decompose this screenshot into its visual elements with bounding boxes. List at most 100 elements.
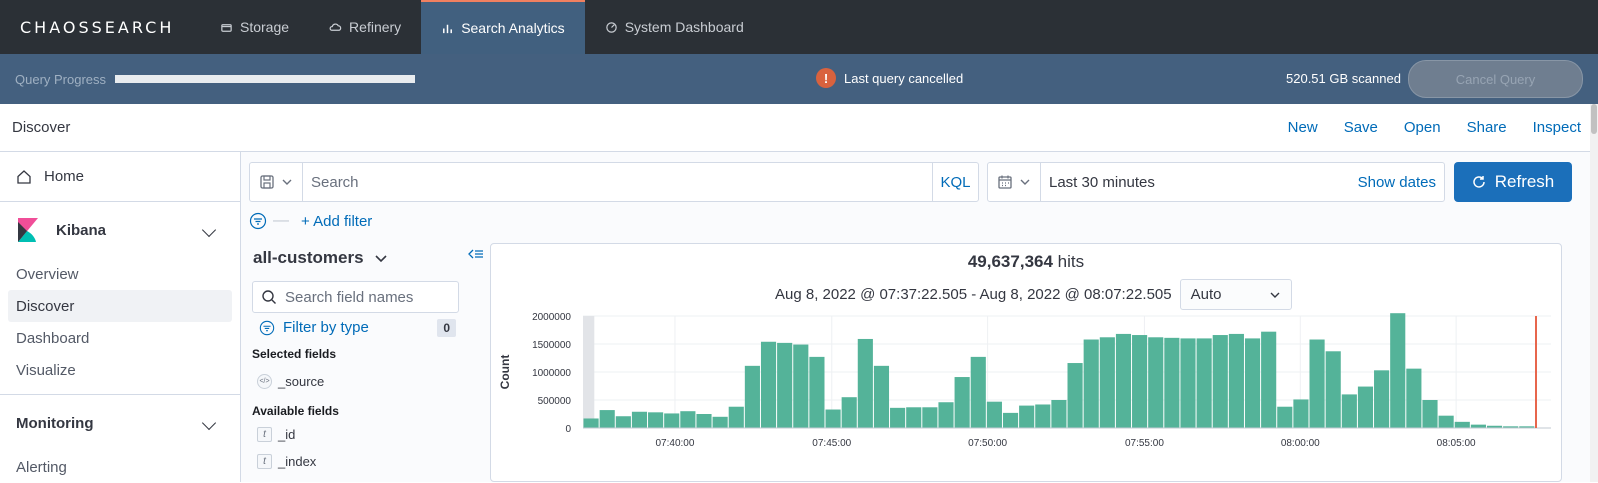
sidebar-item-discover[interactable]: Discover	[8, 290, 232, 322]
query-language-button[interactable]: KQL	[932, 163, 978, 201]
dashboard-icon	[605, 21, 617, 33]
storage-icon	[221, 23, 232, 32]
query-progress-label: Query Progress	[15, 71, 107, 87]
date-picker: Last 30 minutes Show dates	[987, 162, 1445, 202]
sidebar-item-dashboard[interactable]: Dashboard	[16, 329, 90, 347]
discover-main: KQL Last 30 minutes Show dates Refresh —…	[241, 152, 1598, 482]
filter-count-badge: 0	[437, 319, 456, 337]
field-item[interactable]: t _index	[257, 454, 316, 469]
save-link[interactable]: Save	[1343, 119, 1378, 136]
field-name: _source	[278, 374, 325, 389]
search-icon	[262, 290, 276, 304]
chevron-down-icon	[282, 179, 292, 185]
sidebar-item-visualize[interactable]: Visualize	[16, 361, 76, 379]
cloud-icon	[329, 23, 342, 31]
sidebar-group-label: Kibana	[56, 221, 107, 239]
histogram-bar	[1293, 399, 1309, 428]
filter-icon[interactable]	[249, 212, 267, 230]
sidebar-group-monitoring[interactable]: Monitoring	[0, 395, 240, 451]
nav-tab-system-dashboard[interactable]: System Dashboard	[585, 0, 764, 54]
hits-number: 49,637,364	[967, 252, 1053, 271]
histogram-bar	[986, 401, 1002, 428]
nav-tab-search-analytics[interactable]: Search Analytics	[421, 0, 585, 54]
refresh-button[interactable]: Refresh	[1454, 162, 1572, 202]
histogram-bar	[809, 356, 825, 428]
histogram-bar	[1422, 400, 1438, 428]
histogram-bar	[841, 397, 857, 428]
page-scrollbar[interactable]	[1590, 104, 1598, 482]
field-name: _id	[278, 427, 296, 442]
sidebar-group-kibana[interactable]: Kibana	[0, 202, 240, 258]
chaossearch-logo[interactable]: CHAOSSEARCH	[20, 17, 175, 37]
inspect-link[interactable]: Inspect	[1532, 119, 1581, 136]
field-item[interactable]: </> _source	[257, 374, 324, 389]
nav-tab-storage[interactable]: Storage	[200, 0, 309, 54]
histogram-bar	[825, 409, 841, 428]
y-tick-label: 1000000	[532, 368, 571, 379]
histogram-bar	[1180, 338, 1196, 428]
saved-query-button[interactable]	[250, 163, 303, 201]
chevron-down-icon	[1020, 179, 1030, 185]
open-link[interactable]: Open	[1403, 119, 1441, 136]
x-tick-label: 07:45:00	[812, 438, 851, 449]
field-item[interactable]: t _id	[257, 427, 295, 442]
top-navigation: CHAOSSEARCH Storage Refinery Search Anal…	[0, 0, 1598, 54]
discover-actions: New Save Open Share Inspect	[1288, 119, 1581, 136]
histogram-bar	[1519, 426, 1535, 428]
calendar-icon	[998, 175, 1012, 189]
histogram-chart[interactable]: Count 0 500000 1000000 1500000 2000000 07:40:0…	[491, 308, 1561, 483]
x-tick-label: 08:05:00	[1437, 438, 1476, 449]
add-filter-button[interactable]: + Add filter	[301, 212, 373, 230]
sidebar-item-home[interactable]: Home	[0, 152, 240, 202]
chevron-down-icon[interactable]	[201, 415, 217, 431]
nav-tab-refinery[interactable]: Refinery	[309, 0, 421, 54]
source-type-icon: </>	[257, 374, 272, 389]
cancel-query-button[interactable]: Cancel Query	[1408, 60, 1583, 98]
query-progress-track	[115, 75, 415, 83]
histogram-range-row: Aug 8, 2022 @ 07:37:22.505 - Aug 8, 2022…	[775, 279, 1292, 310]
collapse-sidebar-icon[interactable]	[468, 246, 484, 262]
histogram-bar	[1196, 338, 1212, 428]
nav-tab-label: Storage	[240, 19, 290, 35]
index-pattern-selector[interactable]: all-customers	[253, 248, 388, 268]
nav-tab-label: Refinery	[349, 19, 402, 35]
query-status-text: Last query cancelled	[844, 70, 964, 86]
sidebar-item-alerting[interactable]: Alerting	[16, 458, 67, 476]
histogram-bar	[1132, 335, 1148, 428]
sidebar-item-label: Home	[44, 168, 85, 185]
field-search-input[interactable]	[285, 288, 455, 306]
search-input[interactable]	[303, 163, 932, 201]
histogram-bar	[954, 377, 970, 428]
time-range-text[interactable]: Last 30 minutes	[1049, 173, 1155, 191]
histogram-bar	[631, 411, 648, 428]
histogram-bar	[680, 411, 696, 428]
nav-tab-label: System Dashboard	[624, 19, 744, 35]
histogram-bar	[1470, 424, 1486, 428]
interval-select[interactable]: Auto	[1179, 279, 1292, 310]
show-dates-link[interactable]: Show dates	[1357, 173, 1436, 191]
interval-value: Auto	[1190, 286, 1222, 303]
field-search	[252, 281, 459, 313]
histogram-bar	[1261, 331, 1277, 428]
x-tick-label: 07:40:00	[655, 438, 694, 449]
chevron-down-icon	[1270, 292, 1280, 298]
new-link[interactable]: New	[1287, 119, 1318, 136]
sidebar-item-overview[interactable]: Overview	[16, 265, 79, 283]
y-tick-label: 500000	[538, 396, 572, 407]
y-tick-label: 2000000	[532, 312, 571, 323]
histogram-bar	[1002, 412, 1019, 428]
histogram-bar	[664, 413, 680, 428]
chevron-down-icon[interactable]	[201, 222, 217, 238]
histogram-bar	[1051, 400, 1067, 428]
histogram-bar	[1390, 313, 1406, 428]
filter-by-type-button[interactable]: Filter by type 0	[259, 319, 456, 337]
bar-chart-icon	[443, 24, 453, 33]
histogram-bar	[696, 414, 712, 428]
histogram-bar	[1503, 426, 1519, 428]
refresh-icon	[1473, 176, 1485, 188]
histogram-bar	[1099, 337, 1115, 428]
histogram-bar	[873, 365, 890, 428]
share-link[interactable]: Share	[1466, 119, 1507, 136]
quick-menu-button[interactable]	[988, 163, 1041, 201]
page-scrollbar-thumb[interactable]	[1591, 104, 1597, 134]
